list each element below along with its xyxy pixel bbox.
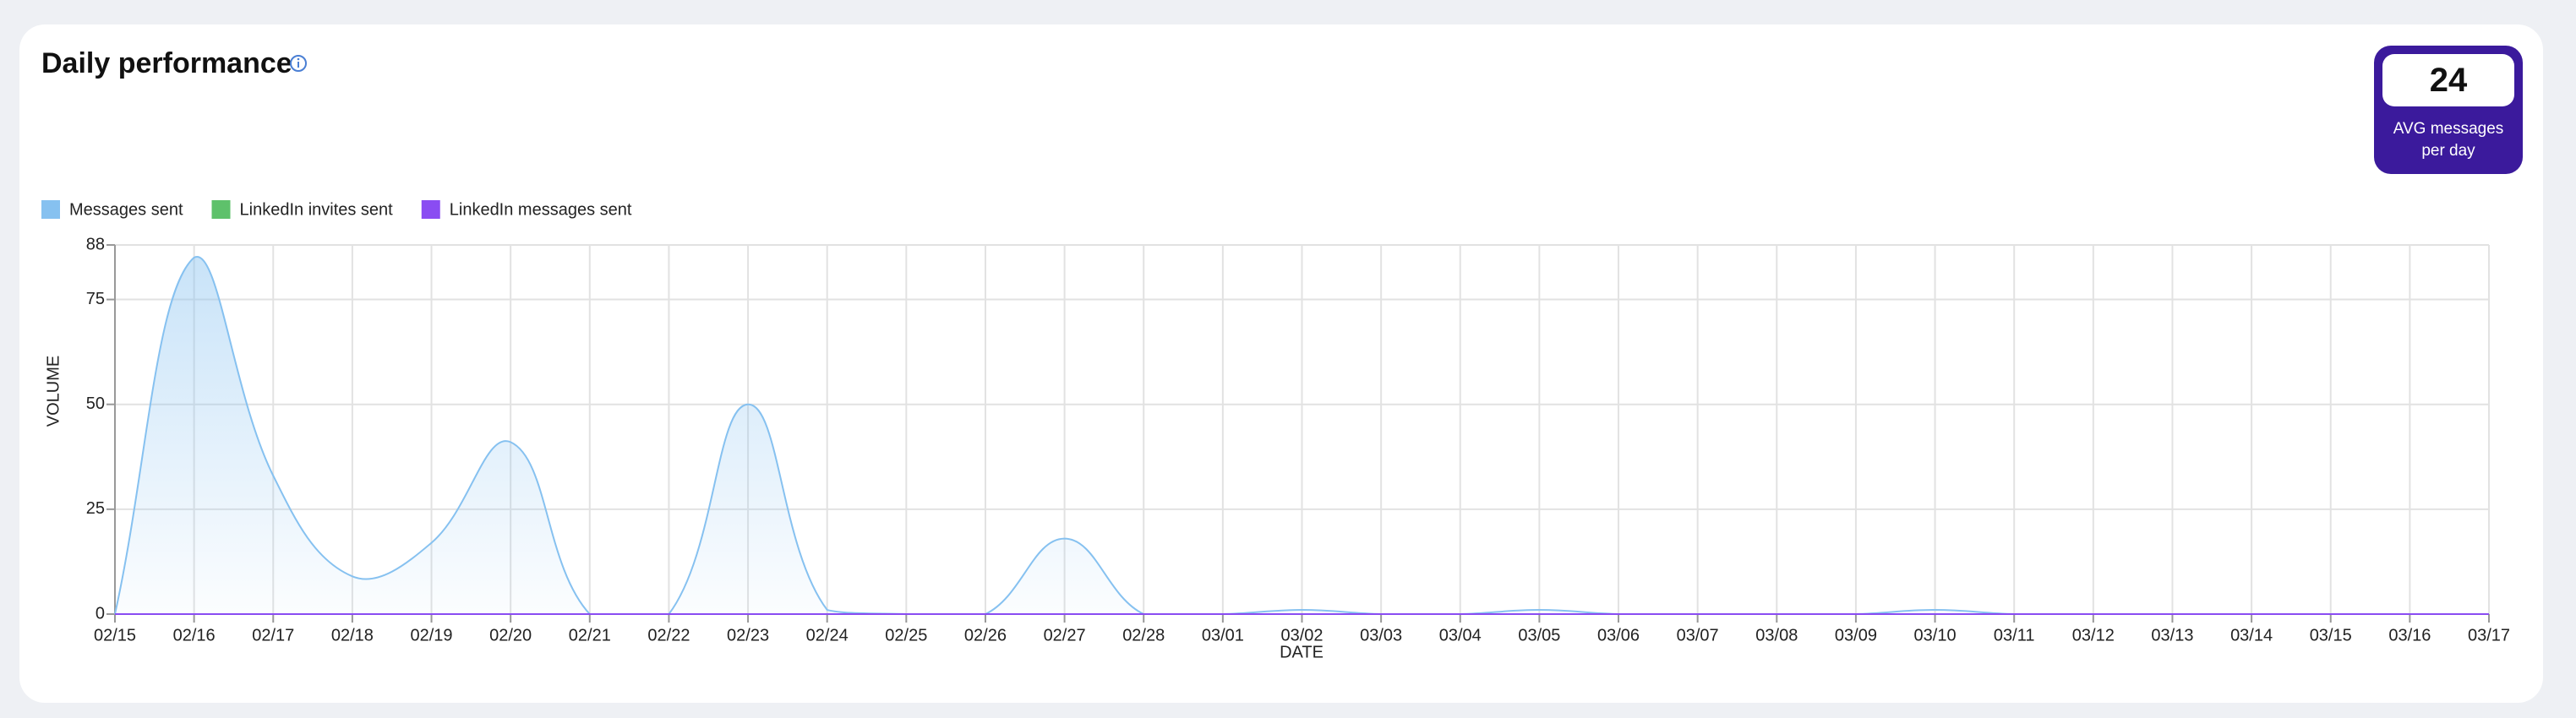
legend-swatch — [211, 200, 231, 219]
avg-label: AVG messages per day — [2393, 120, 2504, 160]
legend-item[interactable]: LinkedIn invites sent — [211, 200, 394, 219]
x-tick-label: 02/20 — [489, 626, 532, 645]
x-tick-label: 03/02 — [1280, 626, 1323, 645]
x-tick-label: 02/28 — [1122, 626, 1165, 645]
x-tick-label: 02/22 — [647, 626, 690, 645]
x-tick-label: 03/03 — [1360, 626, 1402, 645]
y-tick-label: 75 — [86, 290, 105, 308]
avg-badge: 24 AVG messages per day — [2374, 46, 2523, 174]
x-tick-label: 02/25 — [885, 626, 927, 645]
title: Daily performance — [41, 47, 292, 79]
y-tick-label: 50 — [86, 394, 105, 413]
x-tick-label: 02/21 — [569, 626, 611, 645]
x-tick-label: 03/09 — [1835, 626, 1877, 645]
x-tick-label: 02/18 — [331, 626, 374, 645]
legend-item[interactable]: LinkedIn messages sent — [421, 200, 632, 219]
x-tick-label: 03/17 — [2468, 626, 2510, 645]
x-tick-label: 02/26 — [964, 626, 1007, 645]
area — [115, 257, 2489, 614]
legend-label: Messages sent — [69, 200, 183, 219]
y-tick-label: 0 — [96, 604, 105, 623]
x-tick-label: 03/16 — [2388, 626, 2431, 645]
y-tick-label: 25 — [86, 499, 105, 518]
x-tick-label: 02/24 — [806, 626, 849, 645]
x-tick-label: 03/12 — [2072, 626, 2115, 645]
x-tick-label: 03/06 — [1597, 626, 1640, 645]
legend-label: LinkedIn invites sent — [240, 200, 394, 219]
x-tick-label: 03/13 — [2151, 626, 2193, 645]
x-tick-label: 02/16 — [173, 626, 216, 645]
x-tick-label: 02/19 — [411, 626, 453, 645]
x-tick-label: 03/15 — [2310, 626, 2352, 645]
x-tick-label: 03/07 — [1677, 626, 1719, 645]
x-tick-label: 03/08 — [1755, 626, 1798, 645]
x-tick-label: 03/04 — [1439, 626, 1482, 645]
x-tick-label: 02/15 — [94, 626, 136, 645]
y-axis-title: VOLUME — [44, 356, 63, 427]
x-tick-label: 03/01 — [1202, 626, 1244, 645]
x-tick-label: 02/23 — [727, 626, 769, 645]
legend-item[interactable]: Messages sent — [41, 200, 183, 219]
x-tick-label: 03/10 — [1914, 626, 1957, 645]
x-tick-label: 02/27 — [1044, 626, 1086, 645]
legend-swatch — [421, 200, 440, 219]
x-tick-label: 02/17 — [252, 626, 294, 645]
x-axis-title: DATE — [1280, 643, 1323, 661]
y-tick-label: 88 — [86, 235, 105, 253]
legend-label: LinkedIn messages sent — [450, 200, 632, 219]
x-tick-label: 03/11 — [1994, 626, 2035, 645]
legend-swatch — [41, 200, 60, 219]
x-tick-label: 03/05 — [1518, 626, 1560, 645]
avg-value: 24 — [2382, 54, 2514, 106]
info-icon[interactable] — [289, 54, 308, 73]
x-tick-label: 03/14 — [2230, 626, 2273, 645]
